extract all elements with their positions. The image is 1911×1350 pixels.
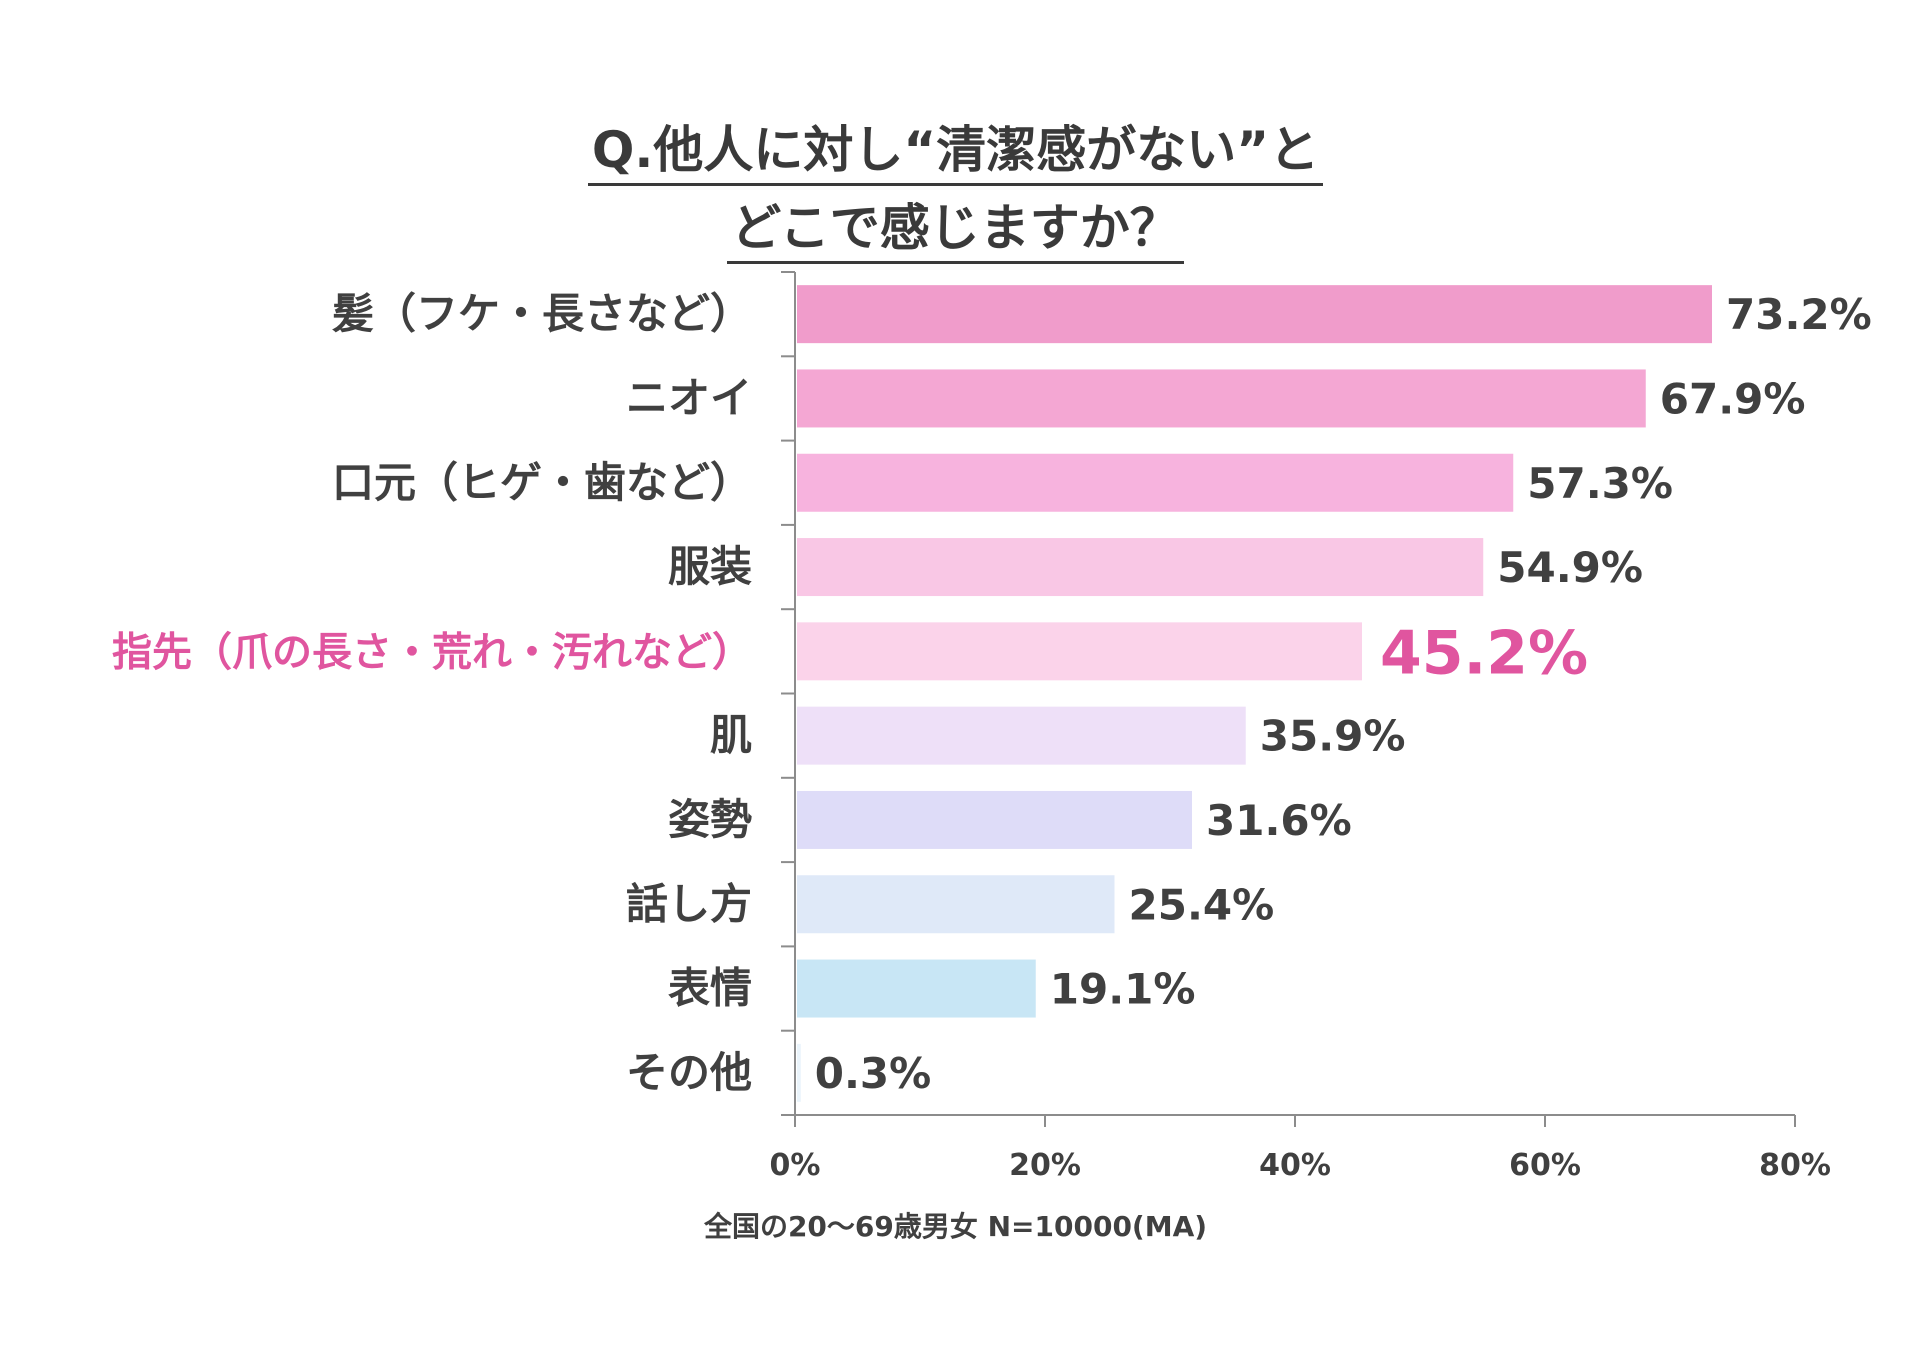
category-label: 服装	[668, 542, 752, 591]
bar	[797, 875, 1115, 934]
chart-title-line-2: どこで感じますか？	[0, 188, 1911, 264]
category-label: その他	[626, 1048, 752, 1097]
bar	[797, 706, 1246, 765]
chart-title-line-1: Q.他人に対し“清潔感がない”と	[0, 110, 1911, 186]
bar	[797, 369, 1646, 428]
category-label: 髪（フケ・長さなど）	[332, 289, 752, 338]
x-tick-label: 20%	[1009, 1148, 1081, 1183]
category-label: 肌	[710, 711, 752, 760]
value-label: 57.3%	[1527, 459, 1673, 508]
value-label: 25.4%	[1129, 880, 1275, 929]
x-tick-label: 80%	[1759, 1148, 1831, 1183]
bar	[797, 622, 1362, 681]
value-label: 31.6%	[1206, 796, 1352, 845]
chart-title-text-1: Q.他人に対し“清潔感がない”と	[587, 121, 1324, 186]
category-label: 表情	[668, 964, 752, 1013]
category-label: 姿勢	[668, 795, 752, 844]
value-label: 67.9%	[1660, 374, 1806, 423]
bar	[797, 1043, 801, 1102]
value-label: 19.1%	[1050, 965, 1196, 1014]
value-label: 73.2%	[1726, 290, 1872, 339]
chart-title-text-2: どこで感じますか？	[727, 199, 1184, 264]
value-label: 45.2%	[1380, 618, 1588, 688]
category-label: 口元（ヒゲ・歯など）	[332, 458, 752, 507]
x-tick-label: 0%	[770, 1148, 821, 1183]
bar	[797, 538, 1484, 597]
category-label: ニオイ	[626, 373, 752, 422]
bar	[797, 453, 1514, 512]
value-label: 0.3%	[815, 1049, 931, 1098]
category-label: 指先（爪の長さ・荒れ・汚れなど）	[112, 629, 752, 675]
bar	[797, 790, 1192, 849]
bar	[797, 285, 1712, 344]
x-tick-label: 40%	[1259, 1148, 1331, 1183]
survey-note: 全国の20～69歳男女 N=10000(MA)	[703, 1210, 1208, 1243]
value-label: 35.9%	[1260, 712, 1406, 761]
category-label: 話し方	[626, 879, 752, 928]
x-tick-label: 60%	[1509, 1148, 1581, 1183]
bar	[797, 959, 1036, 1018]
value-label: 54.9%	[1497, 543, 1643, 592]
